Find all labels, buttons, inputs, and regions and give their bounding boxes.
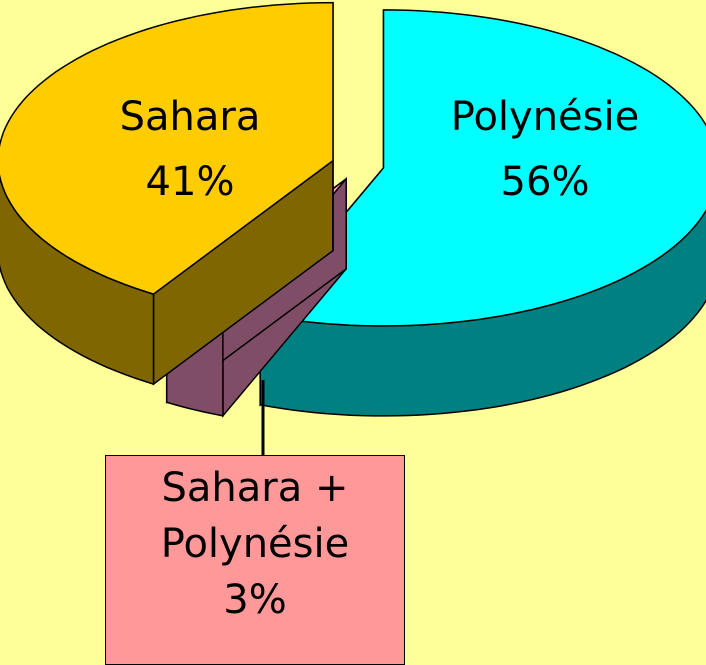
slice-value-label: 3% <box>223 577 287 623</box>
slice-label: Polynésie <box>451 94 639 140</box>
slice-value-label: 41% <box>146 159 235 205</box>
slice-value-label: 56% <box>501 159 590 205</box>
slice <box>0 1 334 295</box>
slice <box>258 9 706 327</box>
slice-label: Sahara + Polynésie <box>160 465 350 567</box>
label-box: Sahara + Polynésie 3% <box>105 455 405 665</box>
pie <box>0 1 706 418</box>
slice-label: Sahara <box>120 94 261 140</box>
